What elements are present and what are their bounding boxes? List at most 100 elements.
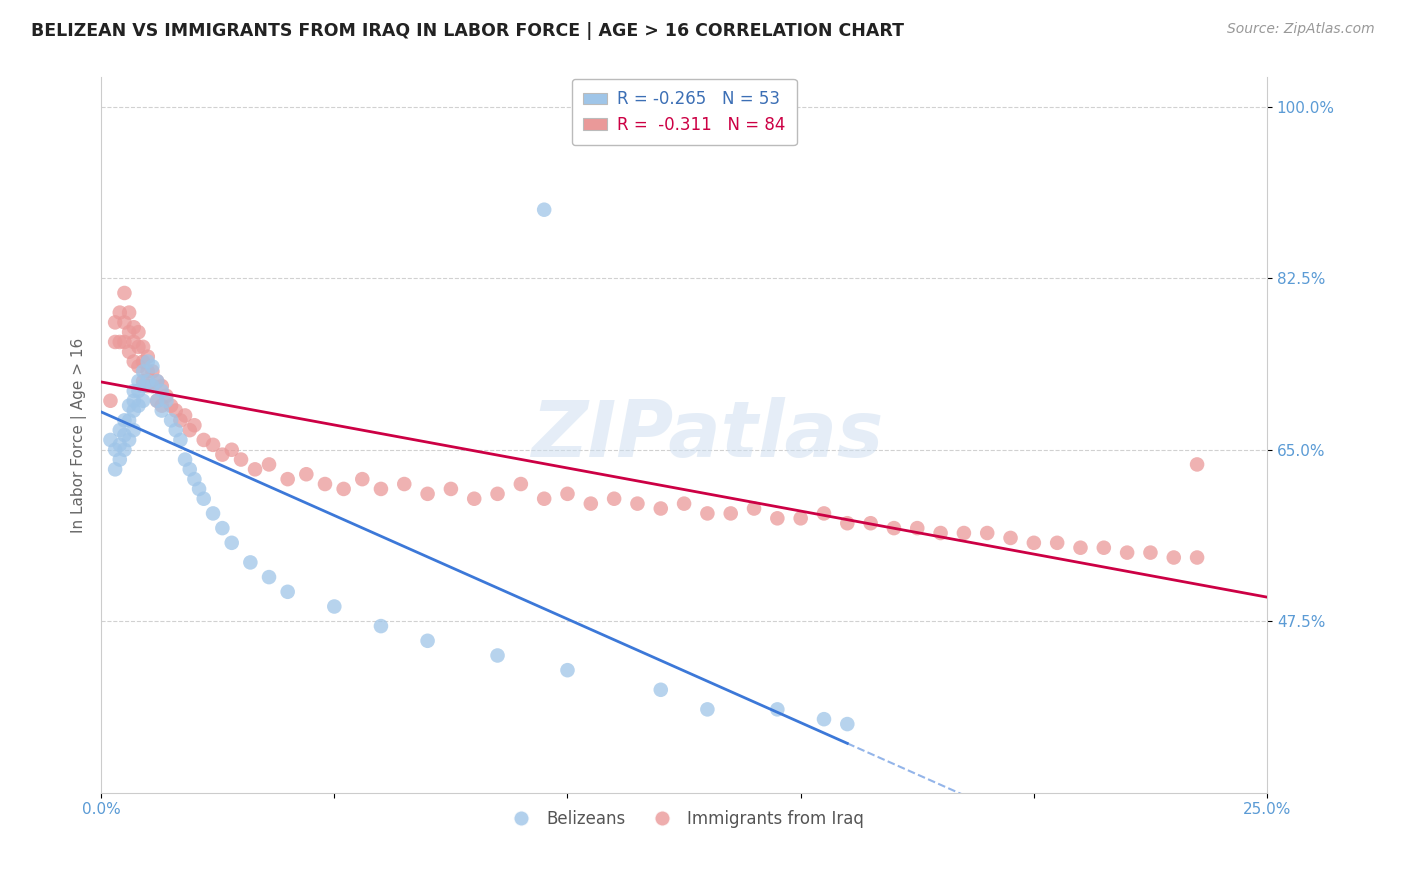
Point xyxy=(146,374,169,388)
Point xyxy=(243,462,266,476)
Point xyxy=(146,374,169,388)
Point xyxy=(114,334,136,349)
Point xyxy=(221,442,243,457)
Point xyxy=(1022,536,1045,550)
Point xyxy=(122,393,145,408)
Point xyxy=(533,202,555,217)
Point xyxy=(837,516,859,531)
Point xyxy=(696,507,718,521)
Point xyxy=(118,433,141,447)
Point xyxy=(295,467,318,482)
Point xyxy=(766,702,789,716)
Point xyxy=(136,354,159,368)
Point xyxy=(114,413,136,427)
Point xyxy=(141,359,163,374)
Point xyxy=(673,497,696,511)
Point xyxy=(696,702,718,716)
Point xyxy=(118,325,141,339)
Point xyxy=(193,433,215,447)
Point xyxy=(883,521,905,535)
Point xyxy=(277,584,299,599)
Point xyxy=(440,482,463,496)
Point xyxy=(108,423,131,437)
Point xyxy=(127,374,149,388)
Text: ZIPatlas: ZIPatlas xyxy=(531,397,883,473)
Point xyxy=(174,452,197,467)
Text: Source: ZipAtlas.com: Source: ZipAtlas.com xyxy=(1227,22,1375,37)
Point xyxy=(953,526,976,541)
Point xyxy=(766,511,789,525)
Point xyxy=(486,648,509,663)
Point xyxy=(370,619,392,633)
Point xyxy=(127,359,149,374)
Point xyxy=(193,491,215,506)
Point xyxy=(122,320,145,334)
Point xyxy=(100,433,122,447)
Point xyxy=(229,452,252,467)
Point xyxy=(314,477,336,491)
Point xyxy=(118,413,141,427)
Point xyxy=(1139,546,1161,560)
Point xyxy=(104,334,127,349)
Point xyxy=(122,423,145,437)
Point xyxy=(1163,550,1185,565)
Point xyxy=(188,482,211,496)
Point xyxy=(905,521,928,535)
Point xyxy=(211,521,233,535)
Point xyxy=(169,413,191,427)
Point xyxy=(150,384,173,398)
Point xyxy=(202,507,225,521)
Point xyxy=(650,682,672,697)
Point xyxy=(136,350,159,364)
Point xyxy=(509,477,531,491)
Point xyxy=(332,482,354,496)
Legend: Belizeans, Immigrants from Iraq: Belizeans, Immigrants from Iraq xyxy=(498,803,870,834)
Point xyxy=(150,403,173,417)
Point xyxy=(183,472,205,486)
Point xyxy=(394,477,416,491)
Point xyxy=(929,526,952,541)
Point xyxy=(837,717,859,731)
Point xyxy=(352,472,374,486)
Point xyxy=(174,409,197,423)
Point xyxy=(155,389,177,403)
Point xyxy=(370,482,392,496)
Point xyxy=(257,458,280,472)
Point xyxy=(114,315,136,329)
Point xyxy=(146,393,169,408)
Point xyxy=(108,452,131,467)
Point xyxy=(160,413,183,427)
Point xyxy=(132,393,155,408)
Point xyxy=(108,305,131,319)
Point xyxy=(100,393,122,408)
Point xyxy=(114,428,136,442)
Point xyxy=(277,472,299,486)
Point xyxy=(155,393,177,408)
Point xyxy=(146,393,169,408)
Point xyxy=(118,305,141,319)
Point xyxy=(108,438,131,452)
Point xyxy=(132,340,155,354)
Point xyxy=(1116,546,1139,560)
Point xyxy=(114,442,136,457)
Point xyxy=(165,423,187,437)
Point xyxy=(533,491,555,506)
Point xyxy=(1092,541,1115,555)
Point xyxy=(132,364,155,378)
Point xyxy=(813,712,835,726)
Point xyxy=(257,570,280,584)
Text: BELIZEAN VS IMMIGRANTS FROM IRAQ IN LABOR FORCE | AGE > 16 CORRELATION CHART: BELIZEAN VS IMMIGRANTS FROM IRAQ IN LABO… xyxy=(31,22,904,40)
Point xyxy=(118,399,141,413)
Point xyxy=(626,497,648,511)
Y-axis label: In Labor Force | Age > 16: In Labor Force | Age > 16 xyxy=(72,337,87,533)
Point xyxy=(127,399,149,413)
Point xyxy=(416,633,439,648)
Point xyxy=(813,507,835,521)
Point xyxy=(179,423,201,437)
Point xyxy=(132,379,155,393)
Point xyxy=(183,418,205,433)
Point xyxy=(127,340,149,354)
Point xyxy=(141,364,163,378)
Point xyxy=(211,448,233,462)
Point xyxy=(650,501,672,516)
